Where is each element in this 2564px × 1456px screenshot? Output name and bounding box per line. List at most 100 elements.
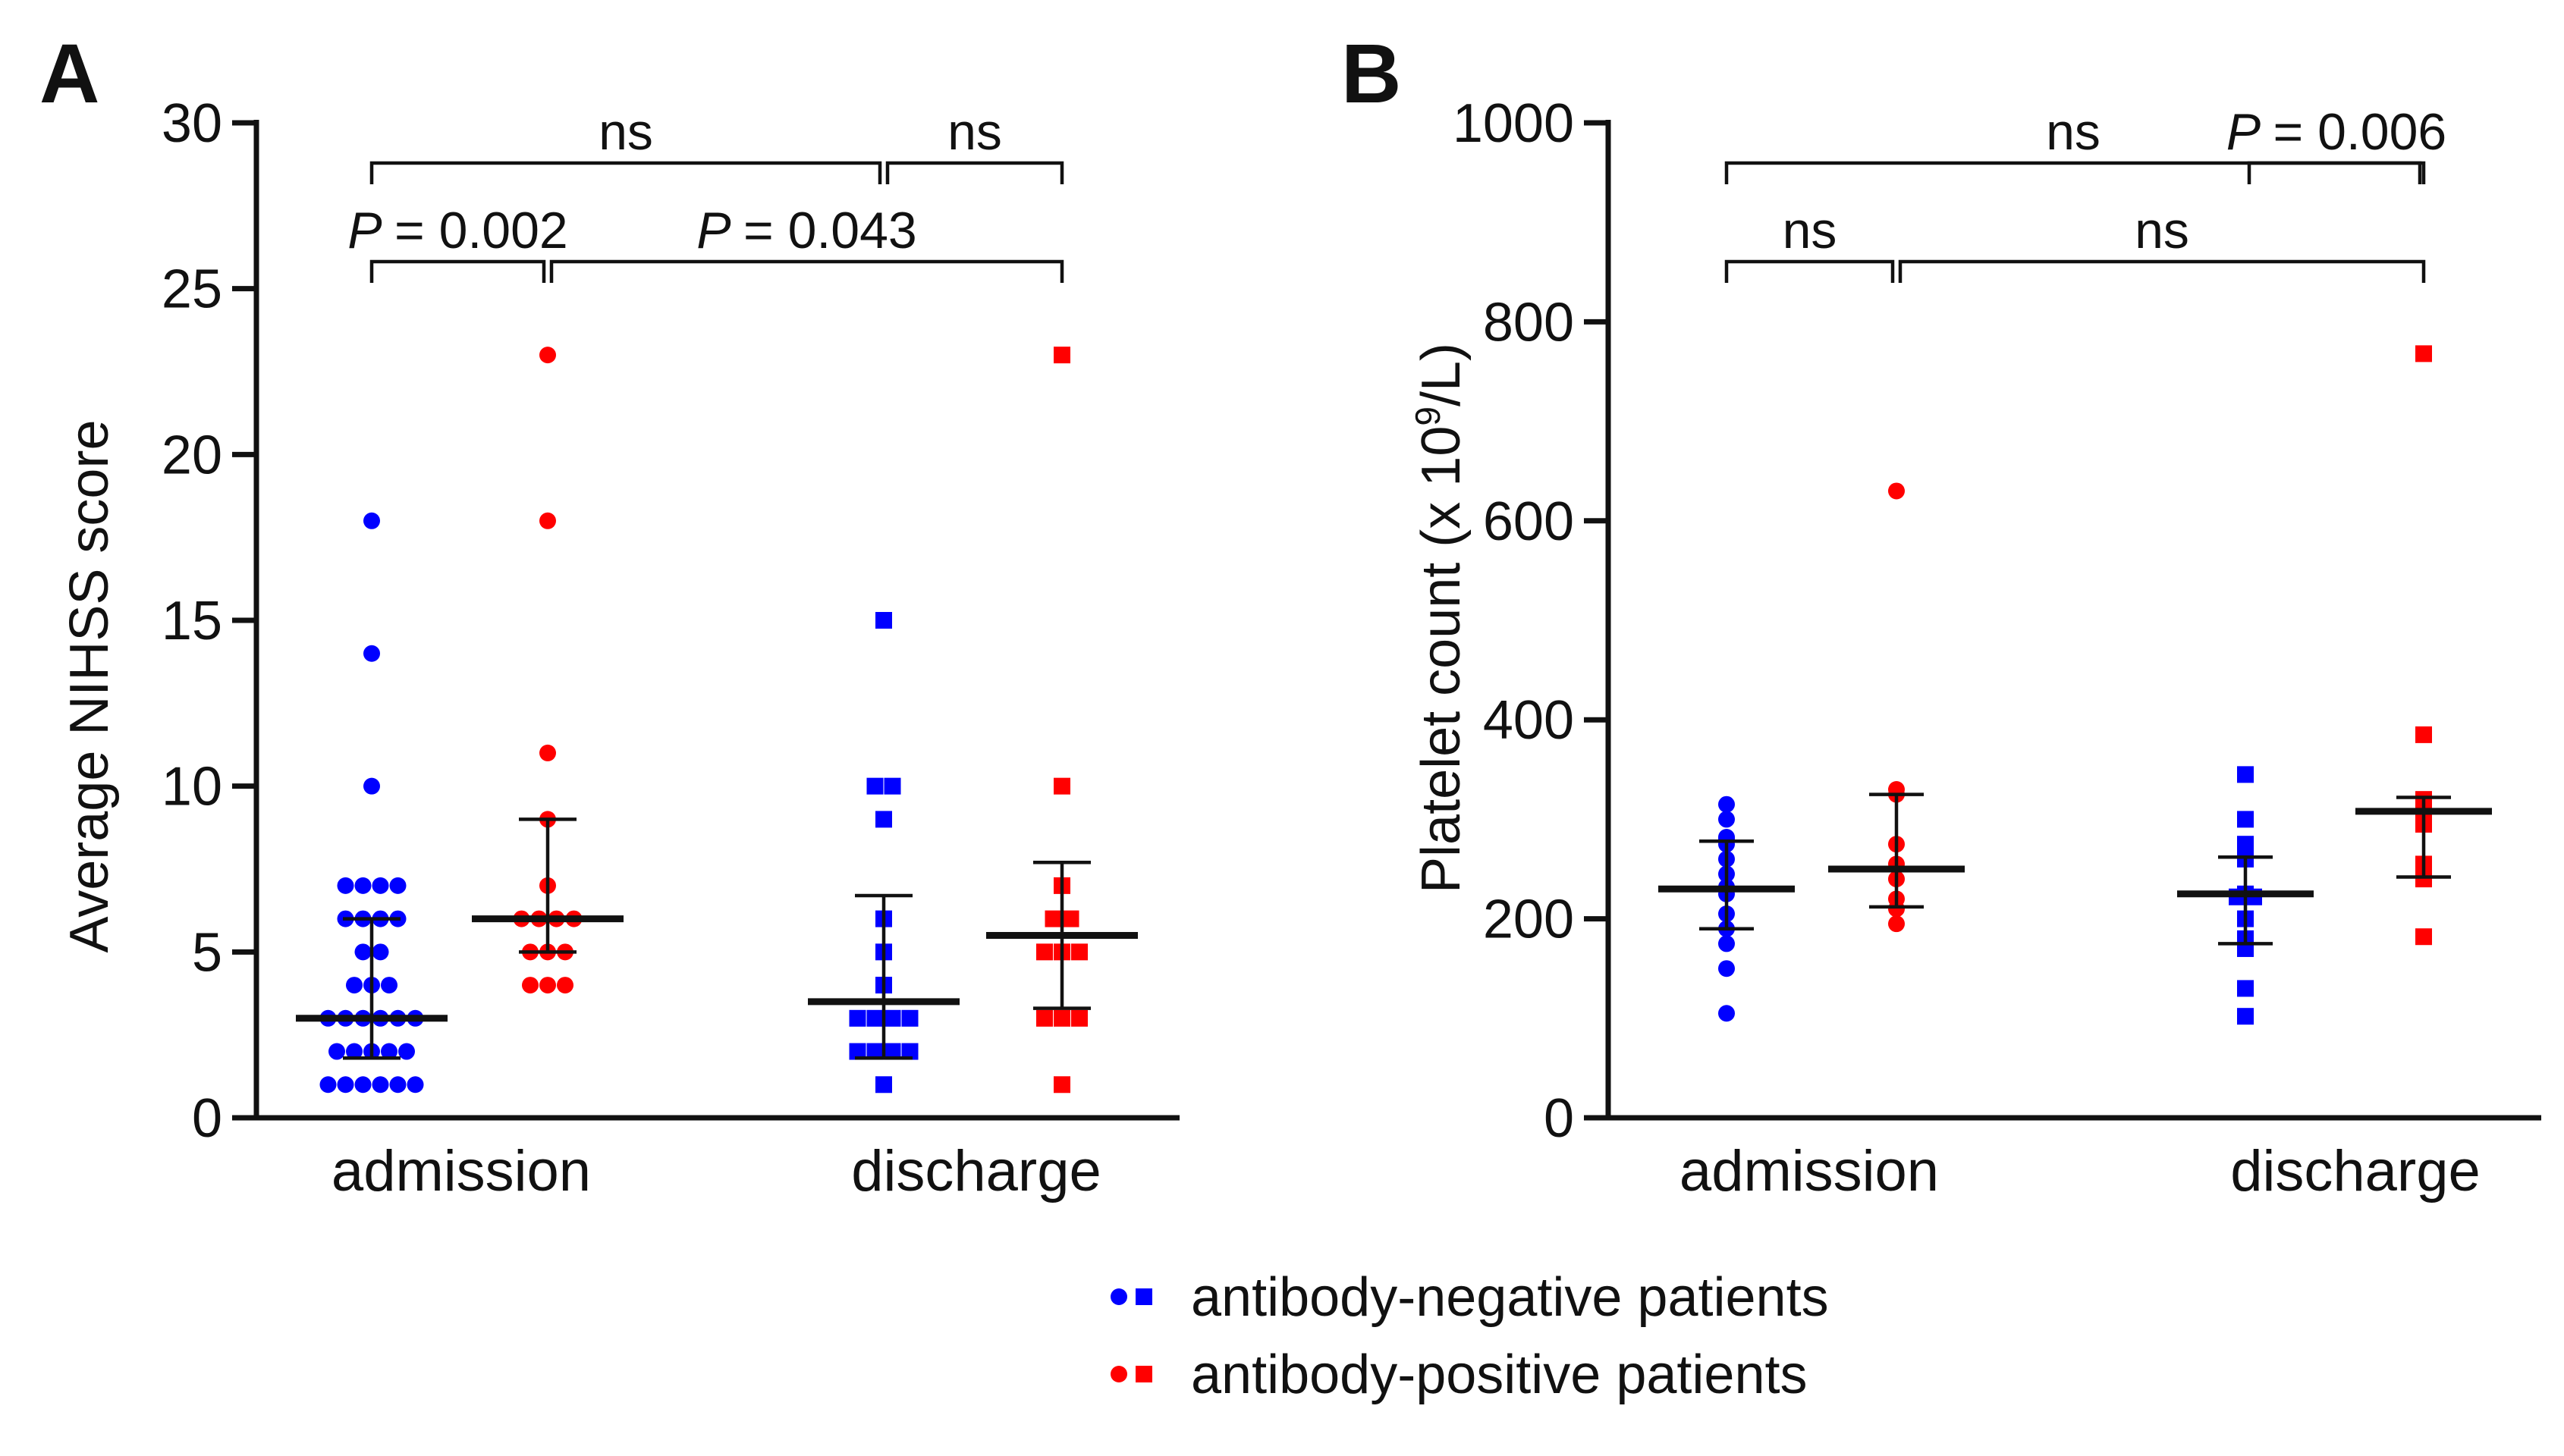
data-point bbox=[346, 977, 363, 994]
data-point bbox=[381, 977, 397, 994]
data-point bbox=[1718, 795, 1735, 813]
data-point bbox=[901, 1009, 919, 1027]
significance-label: ns bbox=[947, 103, 1002, 161]
data-point bbox=[319, 1076, 337, 1094]
data-point bbox=[2237, 980, 2254, 997]
data-point bbox=[539, 512, 556, 529]
data-point bbox=[2415, 928, 2432, 946]
data-point bbox=[372, 943, 389, 961]
significance-bracket bbox=[369, 161, 882, 184]
panel-a: A 0 5 10 15 20 25 30 admission discharge Avera… bbox=[39, 27, 1180, 1203]
data-point bbox=[1718, 811, 1735, 828]
p-value-text: = 0.006 bbox=[2273, 103, 2446, 161]
data-point bbox=[2237, 836, 2254, 853]
data-point bbox=[346, 1043, 363, 1060]
p-value-text: = 0.043 bbox=[743, 202, 917, 259]
data-point bbox=[372, 1076, 389, 1094]
data-point bbox=[557, 977, 573, 994]
panel-a-y-axis-title: Average NIHSS score bbox=[59, 420, 120, 953]
panel-a-y-tick-label: 25 bbox=[162, 259, 222, 320]
legend-positive-label: antibody-positive patients bbox=[1191, 1345, 1808, 1405]
panel-a-y-tick-label: 30 bbox=[162, 93, 222, 154]
data-point bbox=[1062, 910, 1079, 927]
panel-a-y-tick-label: 10 bbox=[162, 757, 222, 817]
data-point bbox=[884, 777, 901, 795]
data-point bbox=[337, 1076, 354, 1094]
data-point bbox=[1071, 1009, 1088, 1027]
legend-negative-square-marker bbox=[1136, 1288, 1152, 1305]
data-point bbox=[875, 612, 892, 629]
panel-b-y-tick-label: 800 bbox=[1483, 292, 1574, 353]
data-point bbox=[884, 1009, 901, 1027]
data-point bbox=[1054, 347, 1070, 364]
panel-a-y-tick-label: 20 bbox=[162, 425, 222, 485]
p-value-symbol: P bbox=[347, 202, 394, 259]
panel-a-significance-brackets: ns nsP = 0.002 P = 0.043 bbox=[347, 103, 1064, 283]
data-point bbox=[539, 977, 556, 994]
data-point bbox=[2415, 726, 2432, 743]
panel-a-category-discharge: discharge bbox=[851, 1139, 1101, 1203]
data-point bbox=[363, 512, 380, 529]
data-point bbox=[1045, 910, 1062, 927]
panel-b-y-axis: 0 200 400 600 800 1000 bbox=[1453, 93, 1611, 1149]
data-point bbox=[2237, 811, 2254, 828]
panel-b-category-discharge: discharge bbox=[2230, 1139, 2481, 1203]
data-point bbox=[372, 877, 389, 894]
data-point bbox=[354, 943, 372, 961]
data-point bbox=[539, 744, 556, 761]
legend-positive-square-marker bbox=[1136, 1366, 1152, 1382]
significance-label: P = 0.002 bbox=[347, 202, 568, 259]
significance-bracket bbox=[2247, 161, 2426, 184]
data-point bbox=[363, 645, 380, 662]
significance-bracket bbox=[1724, 259, 1895, 283]
panel-a-y-tick-label: 5 bbox=[192, 922, 222, 983]
legend: antibody-negative patients antibody-posi… bbox=[1111, 1267, 1829, 1405]
p-value-symbol: P bbox=[696, 202, 743, 259]
data-point bbox=[1054, 1009, 1070, 1027]
data-point bbox=[866, 1009, 884, 1027]
data-point bbox=[849, 1009, 866, 1027]
panel-b-category-admission: admission bbox=[1679, 1139, 1939, 1203]
data-point bbox=[354, 1076, 372, 1094]
panel-a-y-axis: 0 5 10 15 20 25 30 bbox=[162, 93, 259, 1149]
panel-b-y-tick-label: 1000 bbox=[1453, 93, 1574, 154]
data-point bbox=[875, 1076, 892, 1094]
data-point bbox=[381, 1043, 397, 1060]
data-point bbox=[1718, 960, 1735, 977]
data-point bbox=[1718, 1005, 1735, 1022]
panel-b-y-tick-label: 600 bbox=[1483, 491, 1574, 552]
data-point bbox=[1036, 943, 1053, 961]
data-point bbox=[2415, 345, 2432, 362]
data-point bbox=[2237, 1008, 2254, 1025]
significance-label: ns bbox=[599, 103, 653, 161]
data-point bbox=[2237, 766, 2254, 783]
p-value-text: = 0.002 bbox=[394, 202, 568, 259]
significance-label: P = 0.043 bbox=[696, 202, 917, 259]
data-point bbox=[1036, 1009, 1053, 1027]
panel-a-data-points bbox=[296, 347, 1138, 1094]
data-point bbox=[1888, 915, 1905, 933]
data-point bbox=[1718, 935, 1735, 952]
panel-b-y-axis-title-tail: /L) bbox=[1411, 343, 1472, 406]
data-point bbox=[354, 877, 372, 894]
data-point bbox=[884, 1043, 901, 1060]
panel-b-y-tick-label: 400 bbox=[1483, 690, 1574, 751]
data-point bbox=[337, 877, 354, 894]
panel-b-y-axis-title: Platelet count (x 109/L) bbox=[1408, 343, 1472, 893]
panel-a-letter: A bbox=[39, 27, 99, 121]
data-point bbox=[539, 347, 556, 364]
data-point bbox=[1888, 482, 1905, 500]
significance-bracket bbox=[885, 161, 1064, 184]
significance-bracket bbox=[369, 259, 546, 283]
panel-b-y-tick-label: 0 bbox=[1544, 1088, 1574, 1149]
legend-negative-circle-marker bbox=[1111, 1288, 1127, 1305]
panel-b-data-points bbox=[1658, 345, 2492, 1025]
data-point bbox=[1054, 777, 1070, 795]
data-point bbox=[849, 1043, 866, 1060]
legend-positive-circle-marker bbox=[1111, 1366, 1127, 1382]
data-point bbox=[1054, 1076, 1070, 1094]
data-point bbox=[522, 977, 539, 994]
